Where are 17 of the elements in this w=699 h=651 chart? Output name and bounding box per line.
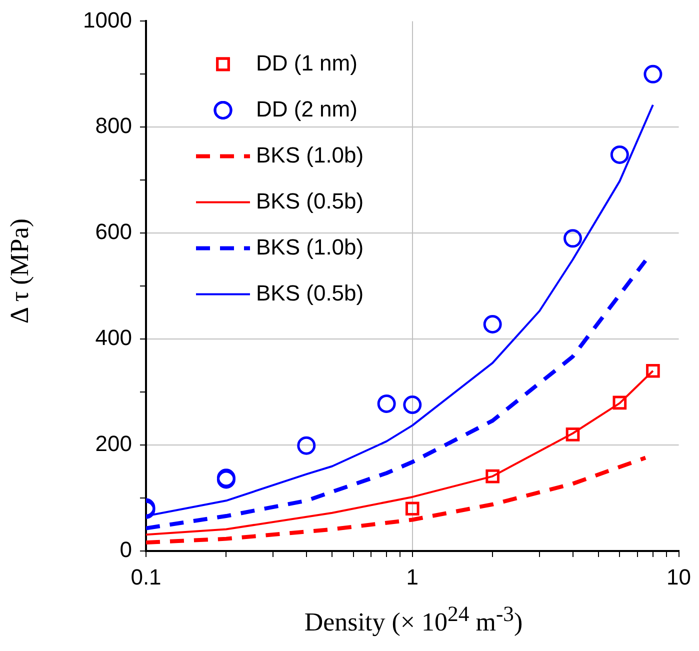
y-tick-label: 1000	[83, 7, 132, 32]
y-tick-label: 0	[120, 537, 132, 562]
legend-label: DD (2 nm)	[256, 96, 358, 122]
legend-label: BKS (0.5b)	[256, 188, 364, 214]
x-axis-title: Density (× 10$^{24}$ m$^{-3}$)	[303, 602, 524, 638]
x-tick-label: 1	[406, 564, 419, 590]
legend-label: BKS (1.0b)	[256, 234, 364, 260]
y-tick-label: 400	[95, 325, 132, 350]
legend-label: DD (1 nm)	[256, 50, 358, 76]
x-tick-label: 10	[666, 564, 692, 590]
y-tick-label: 200	[95, 431, 132, 456]
y-tick-label: 600	[95, 219, 132, 244]
y-tick-label: 800	[95, 113, 132, 138]
legend-label: BKS (1.0b)	[256, 142, 364, 168]
x-tick-label: 0.1	[130, 564, 162, 590]
y-axis-title: Δ τ (MPa)	[5, 217, 35, 326]
legend-label: BKS (0.5b)	[256, 280, 364, 306]
